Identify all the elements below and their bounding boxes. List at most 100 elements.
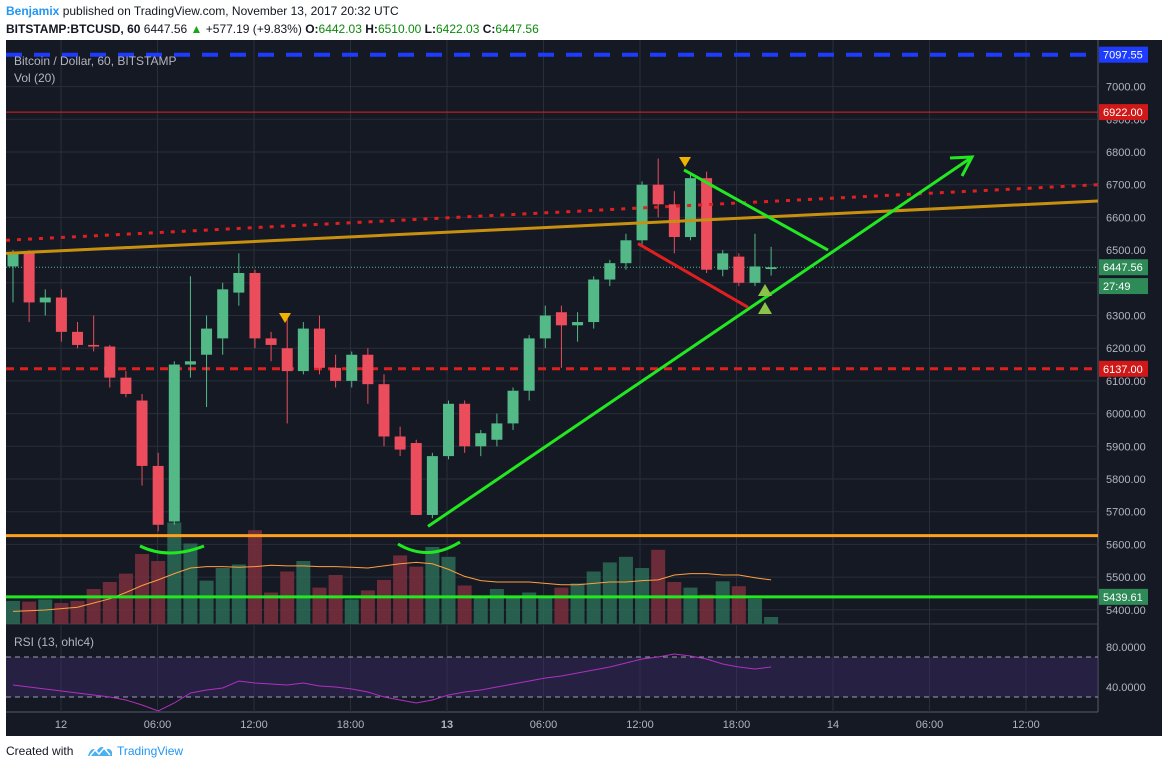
volume-bar: [86, 589, 101, 624]
candle-body: [394, 436, 406, 450]
candle-body: [588, 279, 600, 323]
tradingview-logo-icon[interactable]: [87, 743, 113, 759]
price-label-text: 7097.55: [1103, 50, 1143, 62]
change-up-icon: ▲: [190, 22, 203, 36]
time-tick-label: 06:00: [916, 719, 944, 731]
price-tick-label: 6100.00: [1106, 376, 1146, 388]
volume-bar: [731, 586, 746, 624]
symbol-name: BITSTAMP:BTCUSD, 60: [6, 22, 141, 36]
rsi-pane: [6, 653, 1098, 712]
time-tick-label: 12:00: [626, 719, 654, 731]
volume-bar: [409, 566, 424, 624]
price-label-box: [1099, 259, 1148, 276]
down-signal-icon: [279, 313, 291, 323]
candle-body: [491, 423, 503, 440]
candle-body: [362, 354, 374, 385]
price-label-text: 27:49: [1103, 281, 1131, 293]
candle-body: [378, 384, 390, 437]
volume-bar: [22, 601, 37, 624]
time-tick-label: 12: [55, 719, 67, 731]
rsi-line: [12, 653, 772, 712]
rsi-legend: RSI (13, ohlc4): [14, 635, 94, 649]
candle-body: [443, 403, 455, 457]
chart-canvas[interactable]: 5400.00 5500.00 5600.00 5700.00 5800.00 5900.…: [0, 40, 1162, 736]
candle-body: [346, 354, 358, 381]
price-label-box: [1099, 46, 1148, 63]
candle-body: [55, 297, 67, 332]
volume-bar: [376, 579, 391, 624]
candle-body: [184, 361, 196, 365]
volume-bar: [6, 600, 20, 624]
candle-body: [88, 344, 100, 347]
volume-bar: [441, 556, 456, 624]
price-label-text: 6447.56: [1103, 262, 1143, 274]
volume-bar: [360, 590, 375, 624]
volume-bar: [747, 598, 762, 624]
price-tick-label: 6500.00: [1106, 245, 1146, 257]
candle-body: [201, 328, 213, 355]
candle-body: [652, 184, 664, 205]
price-tick-label: 6800.00: [1106, 147, 1146, 159]
volume-bar: [54, 603, 69, 624]
candle-body: [604, 263, 616, 280]
candle-body: [249, 272, 261, 339]
green-downtrend-line: [683, 168, 829, 252]
candle-body: [684, 178, 696, 238]
candles: [7, 158, 777, 532]
candle-body: [733, 256, 745, 283]
volume-bar: [699, 594, 714, 624]
price-tick-label: 7000.00: [1106, 82, 1146, 94]
candle-body: [104, 346, 116, 378]
volume-bar: [425, 547, 440, 624]
price-tick-label: 5800.00: [1106, 474, 1146, 486]
publish-line: Benjamix published on TradingView.com, N…: [6, 4, 399, 18]
volume-bar: [667, 582, 682, 624]
price-label-box: [1099, 104, 1148, 121]
volume-bar: [38, 599, 53, 624]
chart-header: Benjamix published on TradingView.com, N…: [0, 0, 1162, 40]
down-signal-icon: [679, 157, 691, 167]
up-signal-icon: [758, 284, 772, 296]
price-label-text: 6922.00: [1103, 107, 1143, 119]
price-tick-label: 5400.00: [1106, 605, 1146, 617]
volume-bar: [538, 596, 553, 624]
volume-bar: [102, 582, 117, 624]
volume-bar: [151, 561, 166, 624]
arrow-head-icon: [949, 155, 975, 177]
price-tick-label: 5500.00: [1106, 572, 1146, 584]
candle-body: [120, 377, 132, 394]
rsi-tick-label: 40.0000: [1106, 682, 1146, 694]
chart-title: Bitcoin / Dollar, 60, BITSTAMP: [14, 54, 177, 68]
last-price: 6447.56: [143, 22, 188, 36]
time-tick-label: 06:00: [144, 719, 172, 731]
candle-body: [717, 253, 729, 270]
time-tick-label: 12:00: [1012, 719, 1040, 731]
author-link[interactable]: Benjamix: [6, 4, 60, 18]
volume-bar: [618, 556, 633, 624]
gold-trend-line: [5, 199, 1099, 255]
open-value: 6442.03: [318, 22, 362, 36]
tradingview-brand-link[interactable]: TradingView: [117, 744, 184, 758]
up-signal-icon: [758, 302, 772, 314]
close-value: 6447.56: [495, 22, 539, 36]
green-bottom-curve: [397, 540, 461, 554]
high-label: H:: [365, 22, 378, 36]
time-tick-label: 13: [441, 719, 453, 731]
price-label-text: 6137.00: [1103, 364, 1143, 376]
time-scale[interactable]: [6, 712, 1098, 736]
time-tick-label: 18:00: [723, 719, 751, 731]
price-axis: 5400.00 5500.00 5600.00 5700.00 5800.00 5900.…: [1099, 46, 1148, 694]
volume-bar: [554, 587, 569, 624]
price-scale[interactable]: [1098, 40, 1162, 736]
price-label-box: [1099, 588, 1148, 605]
candle-body: [265, 338, 277, 345]
candle-body: [410, 443, 422, 515]
drawings: [5, 155, 1099, 555]
volume-bar: [764, 617, 779, 624]
candle-body: [72, 331, 84, 345]
candle-body: [7, 253, 19, 267]
candle-body: [233, 272, 245, 293]
volume-bar: [570, 583, 585, 624]
candle-body: [297, 328, 309, 372]
red-down-line: [637, 242, 749, 309]
